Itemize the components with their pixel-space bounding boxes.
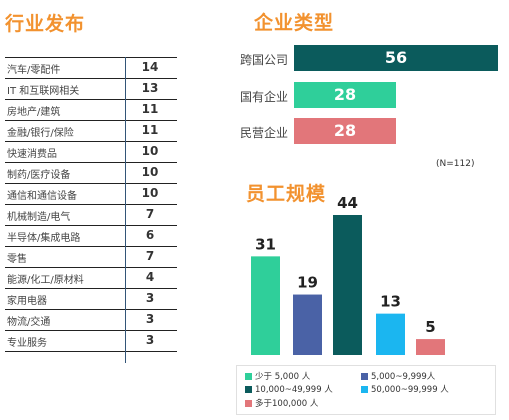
industry-count: 3 <box>145 312 155 326</box>
industry-count: 10 <box>141 144 159 158</box>
industry-name: 专业服务 <box>7 338 47 349</box>
industry-count: 3 <box>145 291 155 305</box>
employee-size-value: 5 <box>425 318 435 336</box>
industry-column-divider <box>125 57 126 363</box>
employee-size-title: 员工规模 <box>246 183 327 205</box>
industry-row: 金融/银行/保险 11 <box>5 121 177 142</box>
employee-size-bar <box>251 256 280 355</box>
company-type-label: 国有企业 <box>239 90 288 104</box>
industry-title: 行业发布 <box>5 13 86 35</box>
legend-swatch <box>245 400 252 407</box>
legend-label: 10,000~49,999 人 <box>255 385 333 395</box>
legend-label: 5,000~9,999人 <box>371 372 436 382</box>
company-type-value: 28 <box>333 121 357 140</box>
employee-size-legend: 少于 5,000 人 5,000~9,999人 10,000~49,999 人 50,… <box>236 365 496 415</box>
industry-row: 快速消费品 10 <box>5 142 177 163</box>
employee-size-value: 13 <box>380 293 401 311</box>
legend-label: 多于100,000 人 <box>255 399 319 409</box>
industry-row: 能源/化工/原材料 4 <box>5 268 177 289</box>
company-type-label: 跨国公司 <box>239 53 288 67</box>
industry-name: 金融/银行/保险 <box>7 128 74 139</box>
industry-count: 7 <box>145 249 155 263</box>
sample-size-annotation: (N=112) <box>436 159 475 169</box>
industry-row: 机械制造/电气 7 <box>5 205 177 226</box>
industry-count: 6 <box>145 228 155 242</box>
legend-item: 10,000~49,999 人 <box>245 383 333 395</box>
industry-row: 家用电器 3 <box>5 289 177 310</box>
industry-name: 通信和通信设备 <box>7 191 77 202</box>
industry-row: 房地产/建筑 11 <box>5 100 177 121</box>
legend-item: 多于100,000 人 <box>245 397 318 409</box>
industry-row: IT 和互联网相关 13 <box>5 79 177 100</box>
employee-size-bar <box>416 339 445 355</box>
industry-count: 11 <box>141 123 159 137</box>
industry-row: 半导体/集成电路 6 <box>5 226 177 247</box>
company-type-label: 民营企业 <box>239 126 288 140</box>
industry-count: 7 <box>145 207 155 221</box>
industry-row: 零售 7 <box>5 247 177 268</box>
industry-name: 机械制造/电气 <box>7 212 71 223</box>
industry-name: 家用电器 <box>7 296 47 307</box>
company-type-bar <box>294 45 498 71</box>
industry-name: 房地产/建筑 <box>7 107 61 118</box>
legend-label: 少于 5,000 人 <box>255 372 311 382</box>
employee-size-bar <box>376 313 405 355</box>
industry-name: 快速消费品 <box>7 149 57 160</box>
legend-swatch <box>245 386 252 393</box>
legend-swatch <box>361 373 368 380</box>
industry-row: 专业服务 3 <box>5 331 177 352</box>
legend-label: 50,000~99,999 人 <box>371 385 449 395</box>
employee-size-value: 44 <box>337 194 358 212</box>
employee-size-bar <box>333 215 362 355</box>
legend-swatch <box>245 373 252 380</box>
employee-size-chart: 31 19 44 13 5 <box>251 194 445 355</box>
industry-name: 零售 <box>7 254 27 265</box>
industry-row: 汽车/零配件 14 <box>5 57 177 79</box>
industry-name: IT 和互联网相关 <box>7 86 80 97</box>
industry-name: 制药/医疗设备 <box>7 170 71 181</box>
industry-row: 物流/交通 3 <box>5 310 177 331</box>
company-type-title: 企业类型 <box>254 12 335 34</box>
industry-name: 能源/化工/原材料 <box>7 275 84 286</box>
industry-count: 14 <box>141 60 159 74</box>
employee-size-bar <box>293 294 322 355</box>
employee-size-value: 31 <box>255 235 276 253</box>
company-type-bar <box>294 118 396 144</box>
industry-count: 3 <box>145 333 155 347</box>
industry-name: 半导体/集成电路 <box>7 233 81 244</box>
legend-item: 50,000~99,999 人 <box>361 383 449 395</box>
industry-count: 13 <box>141 81 159 95</box>
industry-row: 制药/医疗设备 10 <box>5 163 177 184</box>
company-type-bar <box>294 82 396 108</box>
industry-count: 10 <box>141 186 159 200</box>
legend-swatch <box>361 386 368 393</box>
legend-item: 少于 5,000 人 <box>245 370 310 382</box>
industry-name: 物流/交通 <box>7 317 51 328</box>
industry-name: 汽车/零配件 <box>7 65 61 76</box>
employee-size-value: 19 <box>297 274 318 292</box>
company-type-value: 28 <box>333 85 357 104</box>
industry-count: 10 <box>141 165 159 179</box>
company-type-value: 56 <box>384 48 408 67</box>
company-type-chart: 跨国公司 56 国有企业 28 民营企业 28 <box>0 0 509 170</box>
industry-count: 4 <box>145 270 155 284</box>
industry-table: 汽车/零配件 14 IT 和互联网相关 13 房地产/建筑 11 金融/银行/保险 11 快速消… <box>5 57 177 352</box>
industry-count: 11 <box>141 102 159 116</box>
legend-item: 5,000~9,999人 <box>361 370 435 382</box>
industry-row: 通信和通信设备 10 <box>5 184 177 205</box>
